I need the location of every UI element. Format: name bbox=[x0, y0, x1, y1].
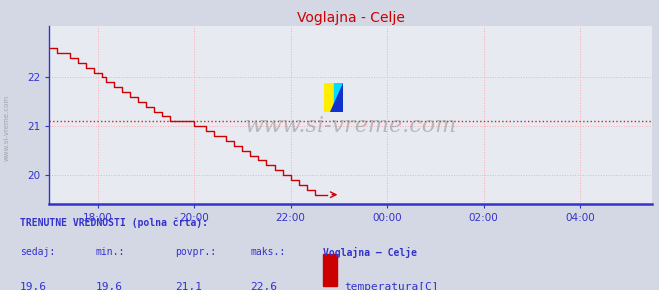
Bar bbox=[333, 83, 343, 112]
Bar bbox=[324, 83, 333, 112]
Text: 22,6: 22,6 bbox=[250, 282, 277, 290]
Text: maks.:: maks.: bbox=[250, 247, 285, 257]
Text: 19,6: 19,6 bbox=[96, 282, 123, 290]
Title: Voglajna - Celje: Voglajna - Celje bbox=[297, 11, 405, 25]
Text: www.si-vreme.com: www.si-vreme.com bbox=[4, 95, 10, 161]
Text: min.:: min.: bbox=[96, 247, 125, 257]
Text: Voglajna – Celje: Voglajna – Celje bbox=[323, 247, 417, 258]
Text: 21,1: 21,1 bbox=[175, 282, 202, 290]
Text: www.si-vreme.com: www.si-vreme.com bbox=[244, 115, 457, 137]
Text: povpr.:: povpr.: bbox=[175, 247, 215, 257]
Text: temperatura[C]: temperatura[C] bbox=[344, 282, 438, 290]
Polygon shape bbox=[330, 83, 343, 112]
Text: sedaj:: sedaj: bbox=[20, 247, 55, 257]
Text: 19,6: 19,6 bbox=[20, 282, 47, 290]
Text: TRENUTNE VREDNOSTI (polna črta):: TRENUTNE VREDNOSTI (polna črta): bbox=[20, 217, 208, 228]
FancyBboxPatch shape bbox=[323, 254, 337, 286]
